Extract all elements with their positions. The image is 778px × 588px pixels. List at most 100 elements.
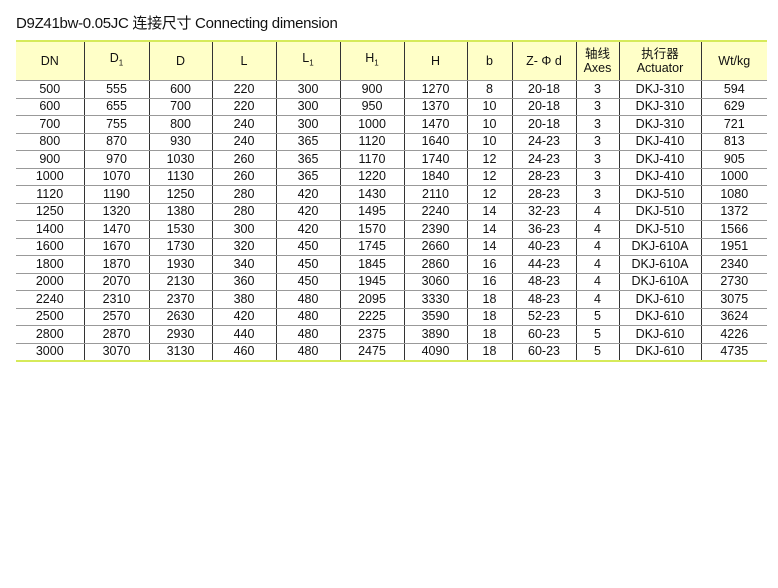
table-cell: 2390 — [403, 220, 467, 239]
header-label-en: Axes — [583, 61, 612, 75]
column-header: D1 — [83, 40, 149, 81]
header-label: D — [109, 51, 119, 66]
table-cell: 2310 — [83, 290, 149, 309]
table-cell: 1845 — [339, 255, 404, 274]
column-header: H — [403, 40, 467, 81]
table-cell: DKJ-610A — [618, 273, 701, 291]
table-cell: 950 — [339, 98, 404, 116]
table-cell: 900 — [16, 150, 84, 169]
column-header: DN — [16, 40, 84, 81]
table-cell: 4 — [575, 255, 619, 274]
table-cell: 1800 — [16, 255, 84, 274]
table-cell: 480 — [275, 343, 340, 362]
table-cell: 300 — [275, 80, 340, 99]
table-cell: 2930 — [148, 325, 212, 344]
table-cell: 480 — [275, 290, 340, 309]
table-cell: 1220 — [339, 168, 404, 186]
table-cell: 1170 — [339, 150, 404, 169]
table-cell: 2800 — [16, 325, 84, 344]
table-cell: 3624 — [700, 308, 767, 326]
table-cell: DKJ-510 — [618, 185, 701, 204]
table-cell: DKJ-510 — [618, 220, 701, 239]
header-label: 执行器 — [641, 47, 679, 61]
table-cell: 1320 — [83, 203, 149, 221]
table-cell: 2630 — [148, 308, 212, 326]
header-label: b — [486, 54, 493, 68]
table-cell: 2570 — [83, 308, 149, 326]
table-cell: 10 — [466, 98, 512, 116]
table-cell: 1600 — [16, 238, 84, 256]
table-cell: 40-23 — [511, 238, 576, 256]
table-cell: 4090 — [403, 343, 467, 362]
column-header: Wt/kg — [700, 40, 767, 81]
table-cell: 655 — [83, 98, 149, 116]
column-header: D — [148, 40, 212, 81]
table-cell: 870 — [83, 133, 149, 151]
table-cell: 3 — [575, 80, 619, 99]
table-cell: 450 — [275, 255, 340, 274]
table-cell: DKJ-410 — [618, 133, 701, 151]
table-cell: DKJ-610A — [618, 238, 701, 256]
table-cell: 629 — [700, 98, 767, 116]
table-cell: 24-23 — [511, 133, 576, 151]
header-label: DN — [40, 54, 59, 68]
header-subscript: 1 — [374, 58, 379, 68]
table-row: 1400 1470 1530 300 420 1570 2390 14 36-23 4 DKJ-51… — [16, 220, 767, 239]
table-cell: 5 — [575, 325, 619, 344]
column-header: b — [466, 40, 512, 81]
table-row: 1600 1670 1730 320 450 1745 2660 14 40-23 4 DKJ-61… — [16, 238, 767, 256]
table-cell: 2095 — [339, 290, 404, 309]
table-cell: 1000 — [700, 168, 767, 186]
header-label: L — [240, 54, 248, 68]
header-label-en: Actuator — [636, 61, 684, 75]
table-cell: DKJ-410 — [618, 150, 701, 169]
table-cell: 1495 — [339, 203, 404, 221]
column-header: H1 — [339, 40, 404, 81]
table-cell: 420 — [275, 220, 340, 239]
table-cell: 4 — [575, 220, 619, 239]
table-cell: 480 — [275, 325, 340, 344]
table-row: 1250 1320 1380 280 420 1495 2240 14 32-23 4 DKJ-51… — [16, 203, 767, 221]
table-cell: 900 — [339, 80, 404, 99]
table-cell: 480 — [275, 308, 340, 326]
table-cell: 28-23 — [511, 168, 576, 186]
table-cell: 4 — [575, 290, 619, 309]
table-cell: 5 — [575, 308, 619, 326]
table-cell: 16 — [466, 255, 512, 274]
table-cell: 1000 — [16, 168, 84, 186]
table-cell: 18 — [466, 343, 512, 362]
table-cell: 3590 — [403, 308, 467, 326]
table-cell: 365 — [275, 133, 340, 151]
table-cell: 18 — [466, 325, 512, 344]
table-cell: 1570 — [339, 220, 404, 239]
table-cell: 1000 — [339, 115, 404, 134]
table-cell: 48-23 — [511, 273, 576, 291]
table-row: 1120 1190 1250 280 420 1430 2110 12 28-23 3 DKJ-51… — [16, 185, 767, 204]
table-cell: 3 — [575, 133, 619, 151]
table-cell: 32-23 — [511, 203, 576, 221]
table-row: 900 970 1030 260 365 1170 1740 12 24-23 3 DKJ-410 9… — [16, 150, 767, 169]
table-cell: 260 — [211, 168, 276, 186]
table-cell: 1951 — [700, 238, 767, 256]
header-label: 轴线 — [584, 47, 610, 61]
header-label: Z- Φ d — [526, 54, 562, 68]
table-cell: 3070 — [83, 343, 149, 362]
table-cell: 3075 — [700, 290, 767, 309]
table-cell: 3060 — [403, 273, 467, 291]
table-cell: 1470 — [83, 220, 149, 239]
table-cell: 1870 — [83, 255, 149, 274]
table-cell: 60-23 — [511, 343, 576, 362]
table-cell: 420 — [275, 203, 340, 221]
table-cell: 300 — [275, 115, 340, 134]
table-cell: 1740 — [403, 150, 467, 169]
table-cell: 18 — [466, 308, 512, 326]
table-cell: 12 — [466, 168, 512, 186]
table-cell: 260 — [211, 150, 276, 169]
table-cell: 3890 — [403, 325, 467, 344]
table-cell: 555 — [83, 80, 149, 99]
table-cell: 1070 — [83, 168, 149, 186]
table-cell: 4226 — [700, 325, 767, 344]
table-cell: 2225 — [339, 308, 404, 326]
table-cell: 2660 — [403, 238, 467, 256]
table-cell: 220 — [211, 98, 276, 116]
